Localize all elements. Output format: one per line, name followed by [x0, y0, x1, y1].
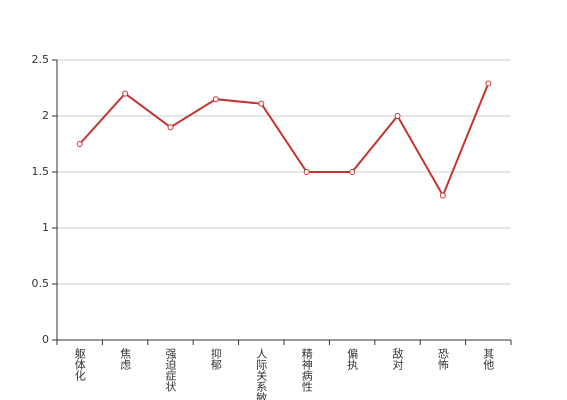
point — [212, 96, 219, 103]
point — [76, 141, 83, 147]
x-tick-label: 偏执 — [346, 347, 359, 371]
x-tick-label: 强迫症状 — [164, 348, 177, 392]
x-tick-label: 抑郁 — [209, 347, 222, 370]
point — [394, 113, 401, 119]
x-tick-label: 敌对 — [391, 347, 404, 370]
y-tick-label: 0.5 — [32, 277, 50, 290]
point — [167, 124, 174, 131]
point — [122, 90, 129, 97]
x-tick-label: 恐怖 — [436, 348, 449, 370]
x-tick-label: 精神病性 — [300, 348, 313, 393]
y-tick-label: 1.5 — [32, 165, 50, 178]
y-tick-label: 0 — [42, 333, 49, 346]
point — [303, 169, 310, 175]
point — [349, 169, 356, 175]
y-tick-label: 2.5 — [32, 53, 50, 66]
line — [78, 83, 490, 198]
y-tick-label: 1 — [42, 221, 49, 234]
x-tick-label: 焦虑 — [119, 348, 132, 370]
point — [485, 80, 492, 87]
y-tick-label: 2 — [42, 109, 49, 122]
point — [258, 100, 265, 107]
point — [439, 192, 446, 199]
x-tick-label: 其他 — [482, 348, 495, 370]
x-tick-label: 躯体化 — [73, 348, 86, 382]
x-tick-label: 人际关系敏感 — [255, 348, 268, 400]
